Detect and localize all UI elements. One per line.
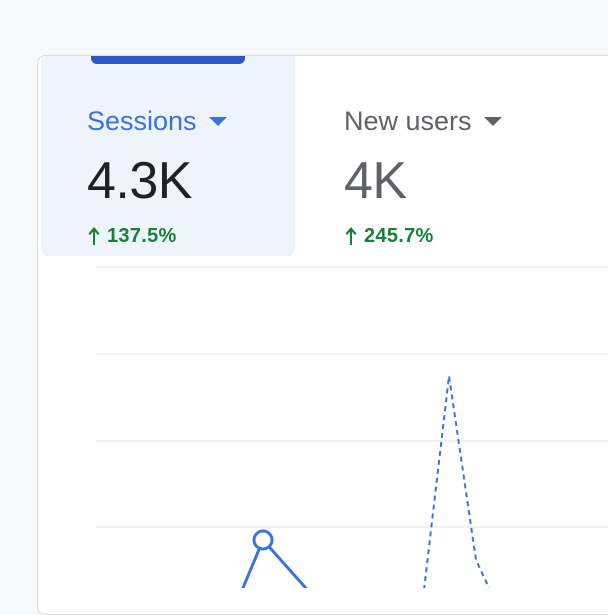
comparison-series-line xyxy=(423,375,491,588)
metric-change: 245.7% xyxy=(344,223,434,249)
caret-down-icon[interactable] xyxy=(483,116,502,126)
metric-label: Sessions xyxy=(87,106,197,136)
arrow-up-icon xyxy=(345,227,357,245)
caret-down-icon[interactable] xyxy=(208,116,227,126)
metric-selector-sessions[interactable]: Sessions xyxy=(87,106,227,136)
arrow-up-icon xyxy=(88,227,100,245)
metric-selector-new-users[interactable]: New users xyxy=(344,106,502,136)
selected-tab-indicator xyxy=(91,56,245,64)
sessions-line-chart xyxy=(96,266,608,588)
analytics-page: { "metrics": [ { "label": "Sessions", "v… xyxy=(37,55,608,615)
data-point-marker[interactable] xyxy=(252,529,274,551)
metric-label: New users xyxy=(344,106,472,136)
metric-tab-new-users[interactable]: New users 4K 245.7% xyxy=(298,56,558,256)
sessions-series-line xyxy=(241,538,308,588)
metric-tab-sessions[interactable]: Sessions 4.3K 137.5% xyxy=(41,56,295,256)
metrics-card: Sessions 4.3K 137.5% New users 4K 245.7% xyxy=(37,55,608,615)
metric-value: 4K xyxy=(344,152,407,210)
metric-change: 137.5% xyxy=(87,223,177,249)
metric-value: 4.3K xyxy=(87,152,192,210)
metric-change-value: 137.5% xyxy=(107,225,177,247)
metric-change-value: 245.7% xyxy=(364,225,434,247)
